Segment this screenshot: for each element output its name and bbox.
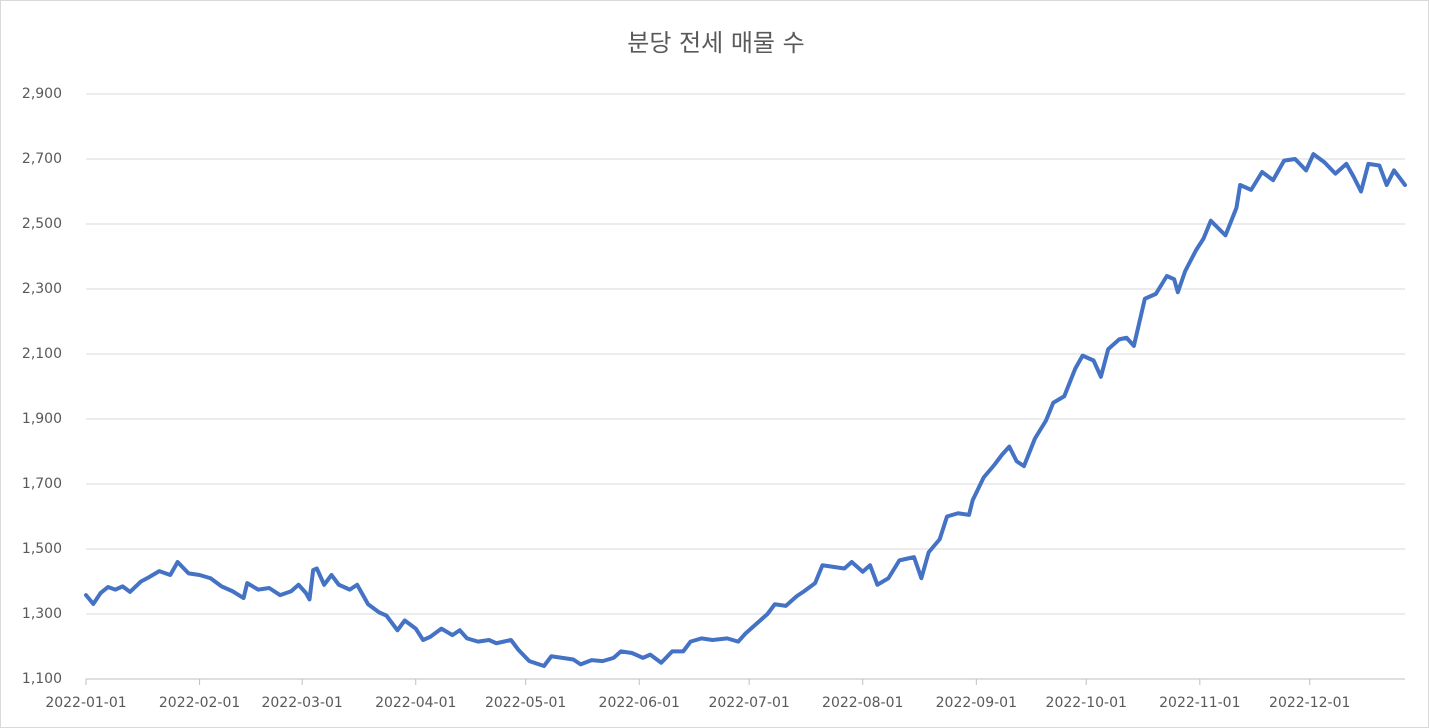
x-tick-label: 2022-02-01: [159, 695, 240, 711]
x-tick-label: 2022-10-01: [1046, 695, 1127, 711]
x-tick-label: 2022-12-01: [1269, 695, 1350, 711]
y-tick-label: 2,900: [22, 86, 62, 102]
y-tick-label: 1,300: [22, 606, 62, 622]
y-tick-label: 1,100: [22, 671, 62, 687]
y-tick-label: 2,700: [22, 151, 62, 167]
x-tick-label: 2022-08-01: [822, 695, 903, 711]
x-tick-label: 2022-03-01: [261, 695, 342, 711]
x-tick-label: 2022-06-01: [599, 695, 680, 711]
y-tick-label: 1,700: [22, 476, 62, 492]
x-tick-label: 2022-05-01: [485, 695, 566, 711]
x-tick-label: 2022-04-01: [375, 695, 456, 711]
y-tick-label: 2,300: [22, 281, 62, 297]
y-tick-label: 2,500: [22, 216, 62, 232]
x-tick-label: 2022-07-01: [708, 695, 789, 711]
chart-title: 분당 전세 매물 수: [627, 29, 804, 57]
y-tick-label: 2,100: [22, 346, 62, 362]
y-tick-label: 1,900: [22, 411, 62, 427]
data-line: [84, 152, 1407, 668]
x-tick-label: 2022-11-01: [1159, 695, 1240, 711]
x-tick-label: 2022-01-01: [45, 695, 126, 711]
y-tick-label: 1,500: [22, 541, 62, 557]
x-tick-label: 2022-09-01: [936, 695, 1017, 711]
